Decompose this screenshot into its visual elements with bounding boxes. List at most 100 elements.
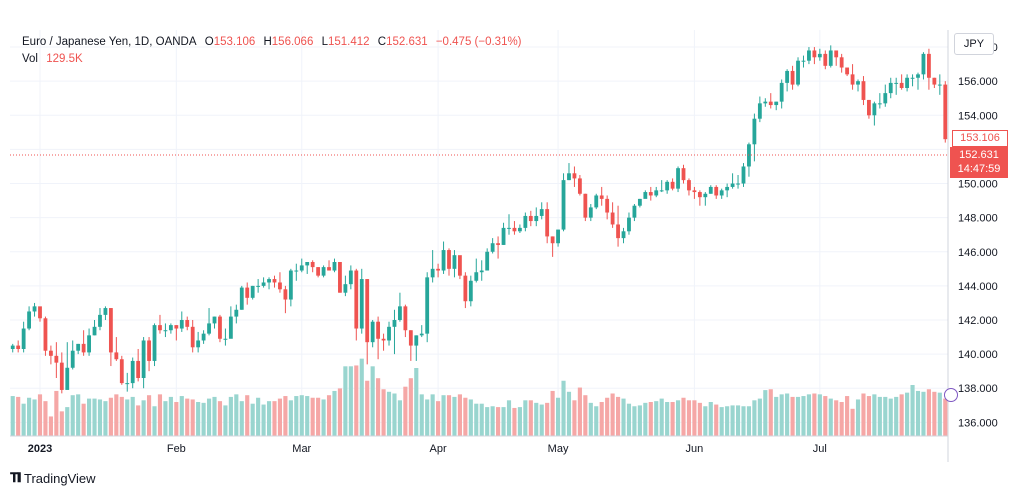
volume-bar bbox=[157, 394, 163, 436]
last-price-value: 152.631 bbox=[959, 149, 999, 161]
candle-body bbox=[463, 275, 468, 302]
volume-bar bbox=[866, 396, 871, 436]
currency-button[interactable]: JPY bbox=[954, 33, 994, 55]
candle-body bbox=[888, 82, 893, 94]
candle-body bbox=[697, 192, 702, 198]
high-value: 156.066 bbox=[271, 36, 314, 48]
candle-body bbox=[899, 82, 904, 88]
candle-body bbox=[637, 198, 642, 206]
candle-body bbox=[572, 173, 577, 179]
volume-bar bbox=[741, 406, 746, 436]
volume-bar bbox=[370, 366, 375, 436]
x-tick-label: Jul bbox=[813, 443, 827, 455]
candle-body bbox=[38, 306, 42, 319]
y-tick-label: 140.000 bbox=[958, 349, 998, 361]
candle-body bbox=[474, 272, 479, 281]
candle-body bbox=[10, 345, 15, 349]
volume-bar bbox=[648, 402, 653, 436]
candle-body bbox=[239, 287, 244, 310]
candle-body bbox=[168, 325, 173, 331]
candle-body bbox=[708, 186, 713, 194]
volume-bar bbox=[212, 396, 217, 436]
volume-bar bbox=[146, 395, 152, 436]
volume-bar bbox=[414, 368, 419, 436]
volume-bar bbox=[234, 394, 239, 436]
open-price-tag: 153.106 bbox=[952, 130, 1008, 147]
volume-bar bbox=[97, 399, 103, 436]
x-tick-label: Apr bbox=[430, 443, 447, 455]
volume-bar bbox=[206, 398, 212, 436]
volume-bar bbox=[905, 392, 910, 436]
volume-bar bbox=[37, 394, 43, 436]
volume-bar bbox=[943, 398, 948, 436]
volume-bar bbox=[348, 366, 353, 436]
y-tick-label: 146.000 bbox=[958, 247, 998, 259]
volume-bar bbox=[272, 401, 277, 436]
volume-bar bbox=[92, 398, 97, 436]
candle-body bbox=[447, 250, 451, 269]
tradingview-logo[interactable]: 𝐓❙ TradingView bbox=[10, 470, 96, 486]
volume-bar bbox=[588, 402, 593, 436]
candle-body bbox=[539, 209, 544, 216]
volume-bar bbox=[517, 407, 522, 436]
volume-bar bbox=[566, 391, 572, 436]
candle-body bbox=[419, 333, 424, 336]
candle-body bbox=[43, 318, 48, 351]
volume-bar bbox=[523, 400, 528, 436]
volume-bar bbox=[190, 399, 195, 436]
volume-bar bbox=[386, 391, 392, 436]
time-axis[interactable]: 2023 Feb Mar Apr May Jun Jul bbox=[28, 443, 827, 455]
candle-body bbox=[752, 118, 757, 145]
candle-body bbox=[577, 178, 582, 194]
candle-body bbox=[376, 321, 381, 339]
candle-body bbox=[267, 279, 271, 283]
y-tick-label: 142.000 bbox=[958, 315, 998, 327]
volume-bar bbox=[795, 396, 801, 436]
candle-body bbox=[648, 192, 653, 196]
brand-name: TradingView bbox=[23, 470, 96, 486]
candle-body bbox=[703, 193, 708, 198]
volume-bar bbox=[746, 406, 752, 436]
candle-body bbox=[141, 340, 146, 378]
candle-body bbox=[468, 280, 473, 302]
candle-body bbox=[817, 53, 822, 58]
candle-body bbox=[441, 250, 446, 271]
volume-bar bbox=[659, 398, 664, 436]
volume-label: Vol bbox=[22, 53, 38, 65]
volume-bar bbox=[168, 396, 173, 436]
volume-bar bbox=[256, 397, 261, 436]
volume-bar bbox=[774, 396, 779, 436]
candle-body bbox=[550, 236, 555, 244]
candle-body bbox=[348, 270, 353, 285]
volume-bar bbox=[834, 400, 839, 436]
volume-indicator-circle[interactable] bbox=[944, 388, 958, 402]
symbol-title[interactable]: Euro / Japanese Yen, 1D, OANDA bbox=[22, 36, 197, 48]
volume-bar bbox=[266, 401, 272, 436]
candle-body bbox=[250, 285, 255, 298]
candle-body bbox=[856, 81, 860, 85]
candle-body bbox=[894, 82, 899, 84]
volume-bar bbox=[550, 390, 555, 436]
bar-countdown: 14:47:59 bbox=[957, 163, 1001, 175]
candle-body bbox=[507, 227, 511, 229]
volume-bar bbox=[261, 404, 266, 436]
volume-bar bbox=[376, 378, 381, 436]
candle-body bbox=[114, 352, 119, 360]
candle-body bbox=[425, 277, 430, 334]
candle-body bbox=[719, 190, 724, 196]
candle-body bbox=[16, 345, 21, 349]
legend-ohlc: Euro / Japanese Yen, 1D, OANDA O153.106 … bbox=[22, 36, 522, 48]
volume-bar bbox=[48, 416, 53, 436]
volume-bar bbox=[806, 394, 812, 436]
candle-body bbox=[943, 84, 948, 140]
high-label: H bbox=[263, 36, 272, 48]
volume-bar bbox=[130, 396, 135, 436]
volume-bar bbox=[283, 396, 288, 436]
volume-bar bbox=[839, 402, 844, 436]
volume-bar bbox=[534, 402, 539, 436]
volume-bar bbox=[556, 397, 561, 436]
volume-bar bbox=[479, 403, 484, 436]
candle-body bbox=[594, 195, 599, 208]
price-axis[interactable]: 158.000156.000154.000152.000150.000148.0… bbox=[958, 42, 998, 429]
